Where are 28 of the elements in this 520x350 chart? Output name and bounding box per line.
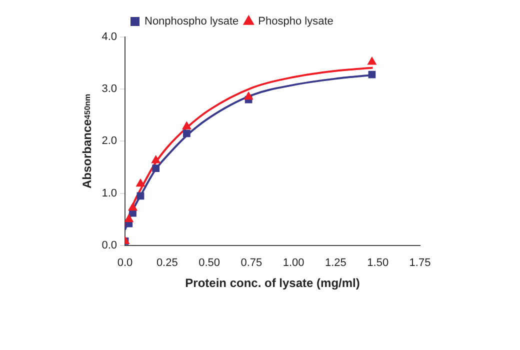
point — [182, 122, 192, 130]
point — [244, 92, 253, 100]
y-tick-label: 4.0 — [102, 31, 117, 44]
x-tick-label: 0.75 — [240, 257, 262, 270]
legend-label: Nonphospho lysate — [144, 16, 239, 28]
y-tick-label: 3.0 — [102, 83, 117, 96]
x-tick-label: 0.50 — [198, 257, 220, 270]
point — [136, 192, 144, 200]
point — [368, 70, 376, 78]
point — [136, 178, 145, 187]
x-axis-title: Protein conc. of lysate (mg/ml) — [185, 276, 360, 290]
x-tick-label: 1.25 — [325, 257, 346, 270]
x-tick-label: 1.50 — [367, 257, 389, 270]
point — [125, 214, 134, 222]
legend-label: Phospho lysate — [258, 16, 334, 28]
x-tick-label: 1.00 — [282, 257, 304, 270]
x-tick-label: 0.25 — [156, 257, 178, 270]
x-tick-label: 0.0 — [117, 257, 133, 270]
x-tick-label: 1.75 — [409, 257, 431, 270]
y-axis-title: Absorbance450nm — [80, 94, 94, 189]
y-tick-label: 2.0 — [102, 135, 117, 148]
point — [128, 202, 138, 211]
point — [152, 164, 160, 172]
point — [368, 57, 376, 65]
y-tick-label: 1.0 — [102, 187, 117, 200]
point — [151, 155, 160, 164]
y-tick-label: 0.0 — [102, 239, 117, 252]
point — [183, 130, 190, 138]
